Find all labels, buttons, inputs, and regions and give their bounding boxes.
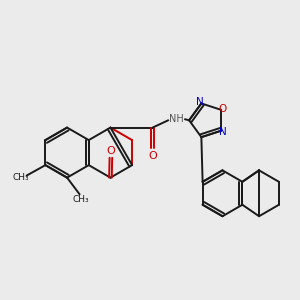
Text: O: O: [218, 104, 226, 114]
Text: O: O: [148, 151, 157, 161]
Text: CH₃: CH₃: [72, 195, 89, 204]
Text: NH: NH: [169, 114, 184, 124]
Text: N: N: [196, 98, 204, 107]
Text: N: N: [219, 127, 227, 137]
Text: CH₃: CH₃: [12, 173, 29, 182]
Text: O: O: [106, 146, 115, 155]
